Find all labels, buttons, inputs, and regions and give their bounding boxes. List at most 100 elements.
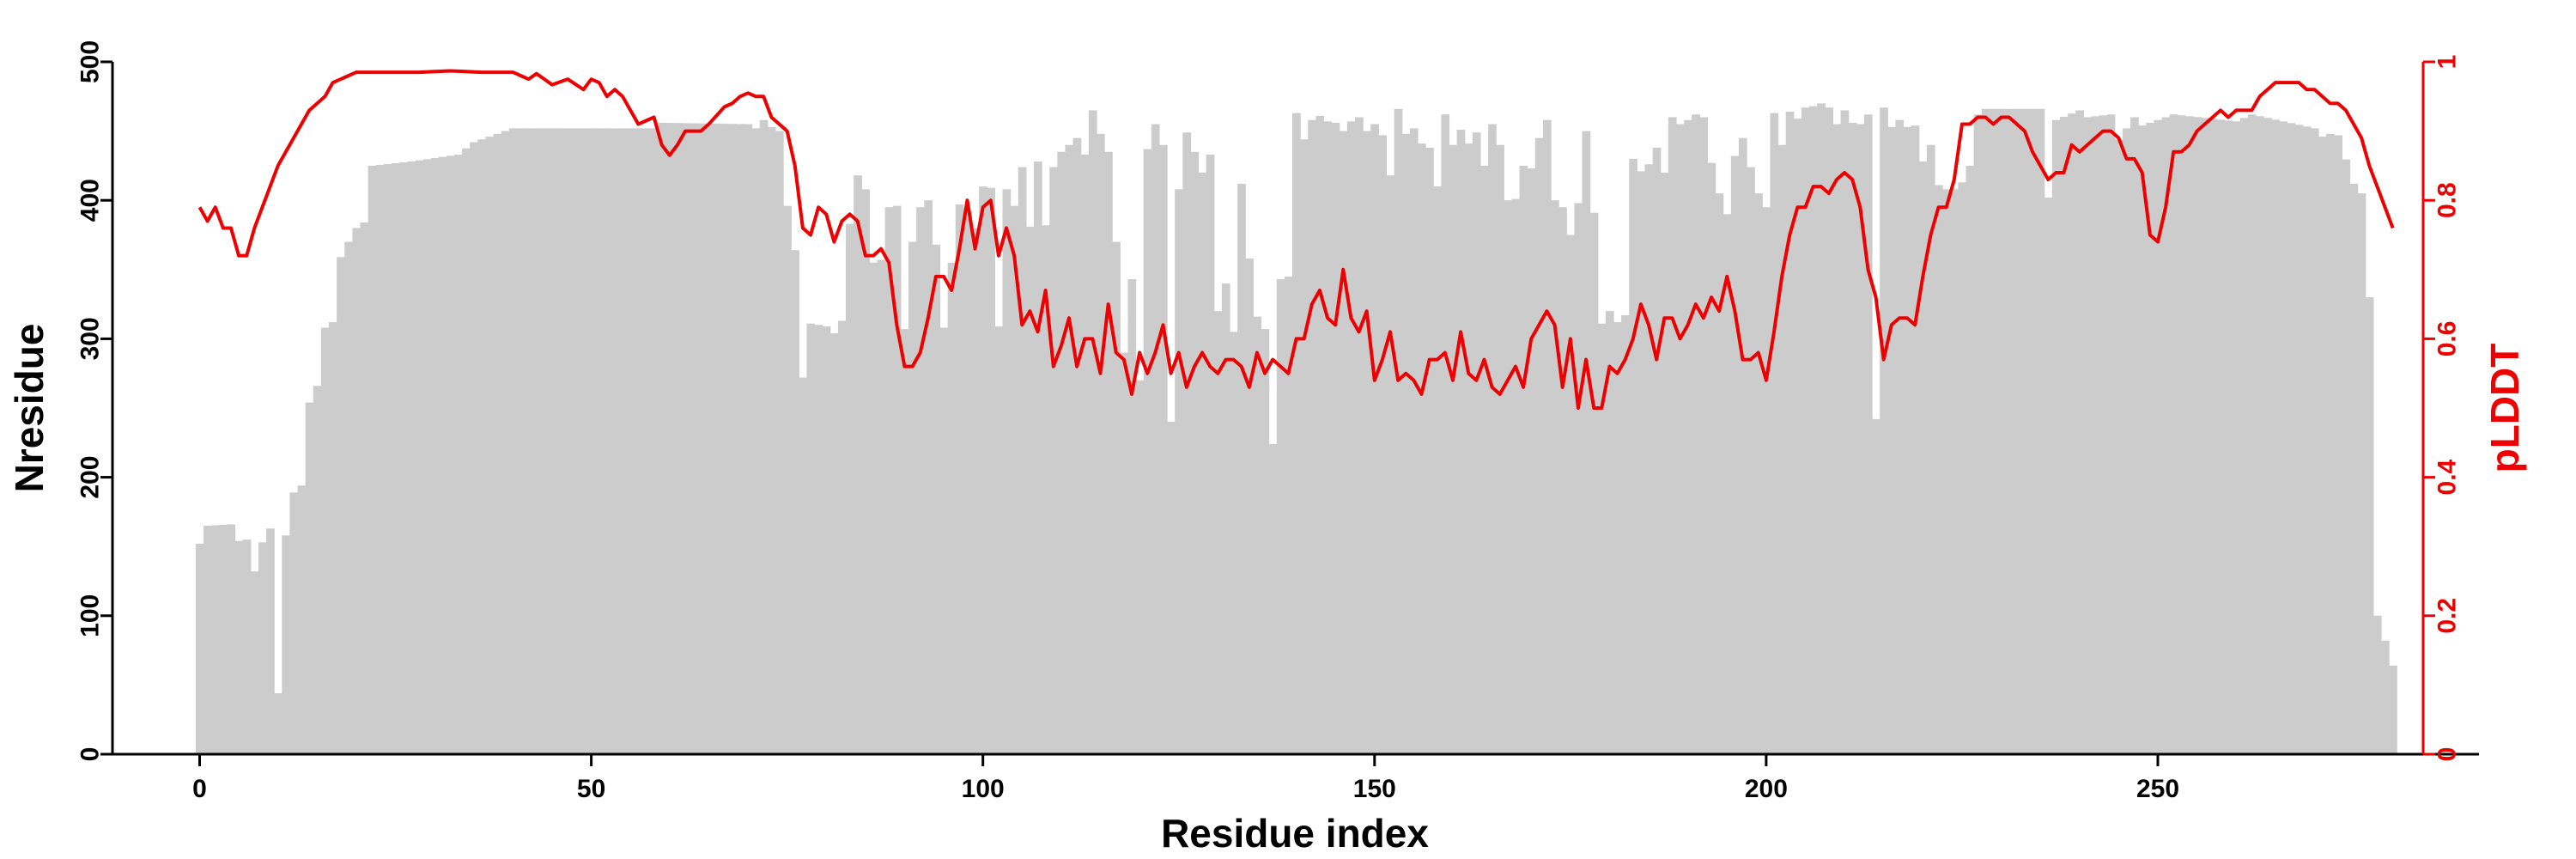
nresidue-bar [1496,144,1504,755]
nresidue-bar [1942,189,1951,755]
nresidue-bar [2193,117,2202,754]
nresidue-bar [618,128,628,754]
nresidue-bar [234,540,244,754]
nresidue-bar [1308,119,1316,754]
nresidue-bar [2302,126,2312,755]
nresidue-bar [1722,214,1732,754]
nresidue-bar [892,205,902,754]
nresidue-bar [1190,151,1200,754]
nresidue-bar [2365,297,2374,754]
nresidue-bar [360,222,369,754]
nresidue-bar [2013,108,2021,754]
nresidue-bar [1065,144,1074,755]
nresidue-bar [767,126,776,754]
nresidue-bar [485,137,495,755]
x-tick-label: 50 [577,775,605,803]
nresidue-bar [2271,119,2280,755]
nresidue-bar [1213,311,1223,754]
nresidue-bar [2349,183,2359,755]
nresidue-bar [329,322,337,754]
nresidue-bar [2342,159,2351,754]
y-tick-label: 100 [76,594,105,637]
nresidue-bar [744,124,753,755]
nresidue-bar [1206,155,1215,754]
nresidue-bar [1018,167,1027,754]
nresidue-bar [2154,119,2163,754]
nresidue-bar [1511,198,1521,755]
nresidue-bar [1472,132,1481,754]
nresidue-bar [1574,203,1583,755]
nresidue-bar [1300,139,1309,754]
nresidue-bar [987,187,995,754]
nresidue-bar [1558,207,1567,754]
nresidue-bar [1143,149,1152,754]
nresidue-bar [681,123,690,754]
nresidue-bar [916,207,925,754]
nresidue-bar [1331,122,1340,754]
nresidue-bar [1230,332,1238,754]
nresidue-bar [297,485,307,754]
nresidue-bar [1456,129,1466,755]
nresidue-bar [658,122,666,754]
nresidue-bar [2051,119,2061,754]
nresidue-bar [791,250,799,755]
nresidue-bar [736,124,745,754]
nresidue-bar [266,528,275,754]
nresidue-bar [195,543,204,754]
nresidue-bar [877,259,886,754]
nresidue-bar [313,386,322,754]
y2-tick-label: 0.8 [2433,182,2462,218]
nresidue-bar [1417,143,1426,755]
plddt-line [197,69,2395,410]
nresidue-bar [1707,162,1716,754]
nresidue-bar [305,402,314,754]
nresidue-bar [1261,329,1270,754]
nresidue-bar [462,148,471,754]
nresidue-bar [1167,422,1176,754]
nresidue-bar [2201,118,2209,755]
nresidue-bar [250,571,259,754]
nresidue-bar [2239,118,2249,755]
nresidue-bar [963,211,972,755]
nresidue-bar [2389,665,2397,754]
nresidue-bar [1394,108,1403,754]
nresidue-bar [1777,144,1787,755]
nresidue-bar [289,492,299,754]
nresidue-bar [2028,108,2038,754]
nresidue-bar [1935,185,1943,755]
nresidue-bar [1825,107,1834,754]
nresidue-bar [1738,137,1747,754]
nresidue-bar [470,142,478,754]
x-axis-ticks: 0 50 100 150 200 250 [192,754,2179,803]
nresidue-bar [603,128,611,754]
nresidue-bar [1080,155,1090,754]
nresidue-bar [1479,165,1489,754]
nresidue-bar [1527,168,1536,754]
nresidue-bar [2318,137,2327,755]
nresidue-bar [1762,207,1771,754]
nresidue-bar [2122,128,2131,754]
y-axis-left-title: Nresidue [7,324,52,493]
nresidue-bar [1433,186,1442,754]
nresidue-bar [516,128,526,754]
nresidue-bar [1135,380,1145,754]
nresidue-bar [211,525,220,754]
nresidue-bar [1637,171,1646,755]
nresidue-bar [563,128,573,754]
nresidue-bar [846,223,854,755]
nresidue-bar [1504,200,1513,754]
nresidue-bars [195,103,2397,755]
nresidue-bar [2068,113,2076,754]
axes [111,62,2479,756]
nresidue-bar [814,325,823,754]
nresidue-bar [548,128,557,754]
nresidue-bar [1676,124,1685,755]
nresidue-bar [696,123,706,754]
nresidue-bar [2044,197,2053,755]
nresidue-bar [227,524,236,754]
nresidue-bar [1582,131,1591,755]
nresidue-bar [1965,165,1975,754]
nresidue-bar [1747,167,1755,754]
nresidue-bar [869,262,878,754]
nresidue-bar [1245,258,1255,754]
